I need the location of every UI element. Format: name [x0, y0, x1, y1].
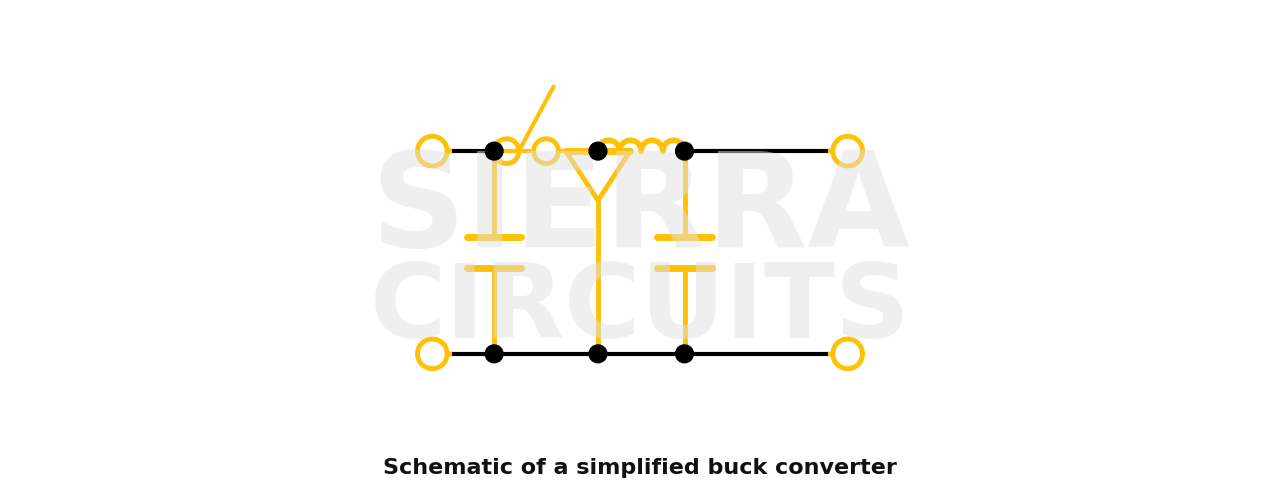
Text: SIERRA: SIERRA — [370, 147, 910, 274]
Circle shape — [485, 345, 503, 362]
Circle shape — [589, 142, 607, 160]
Text: CIRCUITS: CIRCUITS — [370, 259, 910, 360]
Text: Schematic of a simplified buck converter: Schematic of a simplified buck converter — [383, 458, 897, 477]
Circle shape — [676, 345, 694, 362]
Circle shape — [589, 345, 607, 362]
Circle shape — [676, 142, 694, 160]
Circle shape — [485, 142, 503, 160]
